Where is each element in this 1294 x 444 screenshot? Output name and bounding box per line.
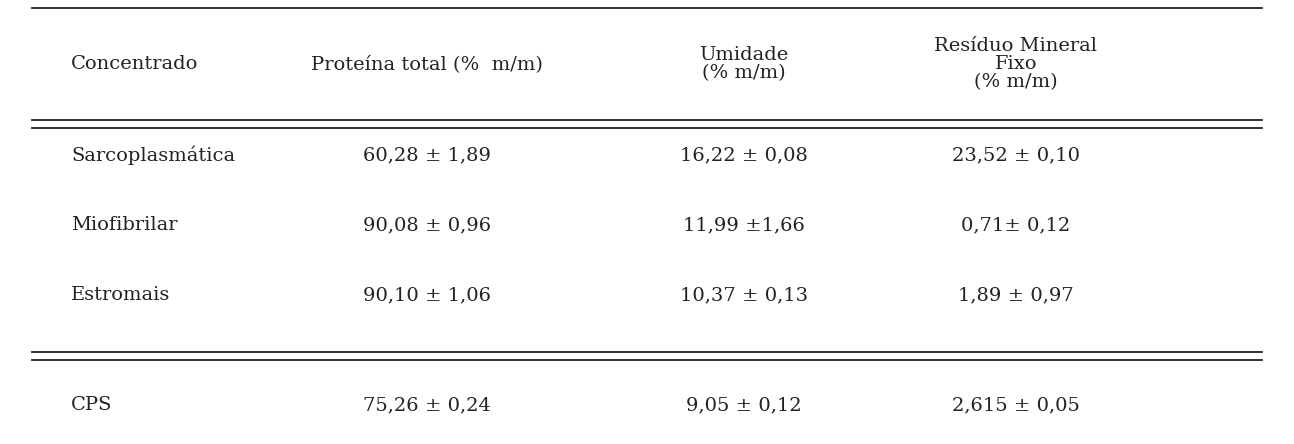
Text: 75,26 ± 0,24: 75,26 ± 0,24 (364, 396, 490, 414)
Text: 2,615 ± 0,05: 2,615 ± 0,05 (952, 396, 1079, 414)
Text: Miofibrilar: Miofibrilar (71, 216, 177, 234)
Text: 10,37 ± 0,13: 10,37 ± 0,13 (679, 286, 809, 304)
Text: 11,99 ±1,66: 11,99 ±1,66 (683, 216, 805, 234)
Text: Proteína total (%  m/m): Proteína total (% m/m) (311, 55, 543, 73)
Text: 60,28 ± 1,89: 60,28 ± 1,89 (364, 146, 490, 164)
Text: 16,22 ± 0,08: 16,22 ± 0,08 (681, 146, 807, 164)
Text: Estromais: Estromais (71, 286, 171, 304)
Text: CPS: CPS (71, 396, 113, 414)
Text: 90,08 ± 0,96: 90,08 ± 0,96 (362, 216, 492, 234)
Text: 90,10 ± 1,06: 90,10 ± 1,06 (364, 286, 490, 304)
Text: 9,05 ± 0,12: 9,05 ± 0,12 (686, 396, 802, 414)
Text: Umidade: Umidade (700, 46, 788, 64)
Text: Fixo: Fixo (995, 55, 1036, 73)
Text: (% m/m): (% m/m) (703, 64, 785, 82)
Text: Concentrado: Concentrado (71, 55, 198, 73)
Text: (% m/m): (% m/m) (974, 73, 1057, 91)
Text: 23,52 ± 0,10: 23,52 ± 0,10 (952, 146, 1079, 164)
Text: 1,89 ± 0,97: 1,89 ± 0,97 (958, 286, 1074, 304)
Text: 0,71± 0,12: 0,71± 0,12 (961, 216, 1070, 234)
Text: Sarcoplasmática: Sarcoplasmática (71, 145, 236, 165)
Text: Resíduo Mineral: Resíduo Mineral (934, 37, 1097, 55)
